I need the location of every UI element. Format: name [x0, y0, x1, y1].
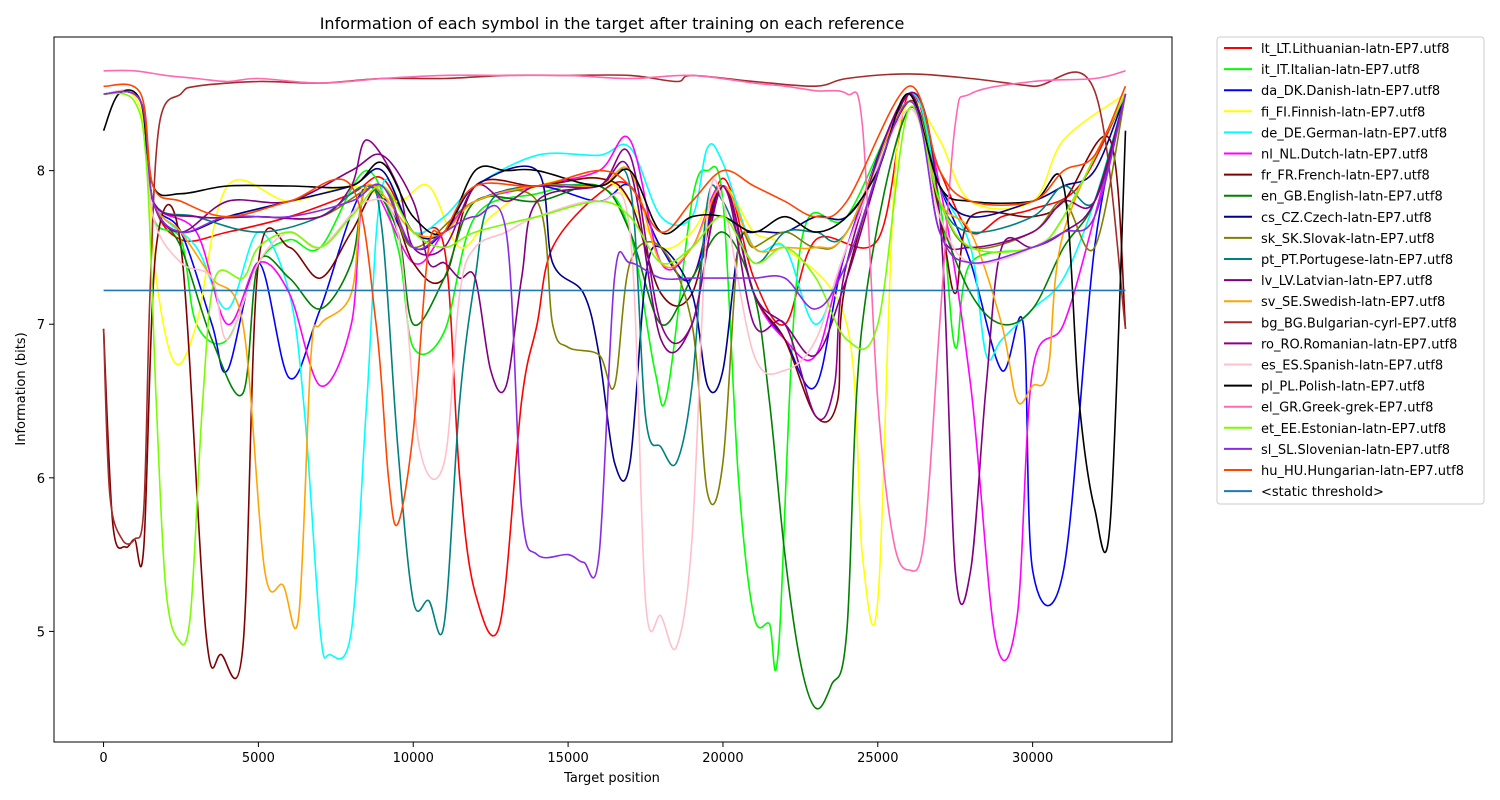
series-group	[102, 69, 1127, 710]
x-tick-label: 30000	[1012, 751, 1053, 766]
legend-label: pt_PT.Portugese-latn-EP7.utf8	[1261, 253, 1453, 268]
y-tick-label: 6	[37, 472, 45, 487]
legend-label: sl_SL.Slovenian-latn-EP7.utf8	[1261, 443, 1450, 458]
series-line-es-es-spanish-latn-ep7-utf8	[103, 89, 1127, 651]
y-axis-label: Information (bits)	[14, 332, 29, 445]
legend: lt_LT.Lithuanian-latn-EP7.utf8 it_IT.Ital…	[1216, 36, 1485, 505]
y-tick-label: 8	[37, 165, 45, 180]
series-line-fi-fi-finnish-latn-ep7-utf8	[103, 90, 1126, 627]
y-axis: 5 6 7 8	[37, 165, 54, 640]
y-tick-label: 7	[37, 318, 45, 333]
legend-label: it_IT.Italian-latn-EP7.utf8	[1261, 63, 1420, 78]
legend-label: <static threshold>	[1261, 485, 1384, 500]
x-axis-label: Target position	[563, 771, 660, 786]
plot-frame	[53, 36, 1173, 743]
y-tick-label: 5	[37, 625, 45, 640]
x-axis: 0 5000 10000 15000 20000 25000 30000	[99, 742, 1053, 766]
legend-label: fr_FR.French-latn-EP7.utf8	[1261, 169, 1430, 184]
legend-label: lv_LV.Latvian-latn-EP7.utf8	[1261, 274, 1433, 289]
legend-frame	[1216, 36, 1485, 505]
series-line-sv-se-swedish-latn-ep7-utf8	[103, 90, 1127, 630]
series-line-sl-sl-slovenian-latn-ep7-utf8	[103, 90, 1127, 579]
series-line-pl-pl-polish-latn-ep7-utf8	[102, 89, 1127, 554]
legend-label: sv_SE.Swedish-latn-EP7.utf8	[1261, 295, 1445, 310]
series-line-hu-hu-hungarian-latn-ep7-utf8	[103, 83, 1127, 527]
legend-label: pl_PL.Polish-latn-EP7.utf8	[1261, 380, 1425, 395]
legend-label: hu_HU.Hungarian-latn-EP7.utf8	[1261, 464, 1464, 479]
legend-label: bg_BG.Bulgarian-cyrl-EP7.utf8	[1261, 316, 1457, 331]
x-tick-label: 20000	[702, 751, 743, 766]
x-tick-label: 0	[99, 751, 107, 766]
x-tick-label: 15000	[547, 751, 588, 766]
legend-label: da_DK.Danish-latn-EP7.utf8	[1261, 84, 1440, 99]
series-line-lv-lv-latvian-latn-ep7-utf8	[103, 90, 1127, 606]
legend-label: de_DE.German-latn-EP7.utf8	[1261, 126, 1447, 141]
legend-label: nl_NL.Dutch-latn-EP7.utf8	[1261, 148, 1428, 163]
chart-title: Information of each symbol in the target…	[320, 14, 905, 33]
x-tick-label: 5000	[242, 751, 275, 766]
legend-label: cs_CZ.Czech-latn-EP7.utf8	[1261, 211, 1432, 226]
legend-label: sk_SK.Slovak-latn-EP7.utf8	[1261, 232, 1435, 247]
legend-label: en_GB.English-latn-EP7.utf8	[1261, 190, 1443, 205]
legend-label: lt_LT.Lithuanian-latn-EP7.utf8	[1261, 42, 1450, 57]
legend-label: et_EE.Estonian-latn-EP7.utf8	[1261, 422, 1446, 437]
x-tick-label: 10000	[393, 751, 434, 766]
series-line-bg-bg-bulgarian-cyrl-ep7-utf8	[102, 71, 1127, 545]
legend-label: el_GR.Greek-grek-EP7.utf8	[1261, 401, 1433, 416]
legend-label: ro_RO.Romanian-latn-EP7.utf8	[1261, 337, 1457, 352]
series-line-el-gr-greek-grek-ep7-utf8	[103, 69, 1126, 572]
x-tick-label: 25000	[857, 751, 898, 766]
legend-label: fi_FI.Finnish-latn-EP7.utf8	[1261, 105, 1425, 120]
series-line-et-ee-estonian-latn-ep7-utf8	[103, 92, 1127, 646]
legend-label: es_ES.Spanish-latn-EP7.utf8	[1261, 359, 1443, 374]
